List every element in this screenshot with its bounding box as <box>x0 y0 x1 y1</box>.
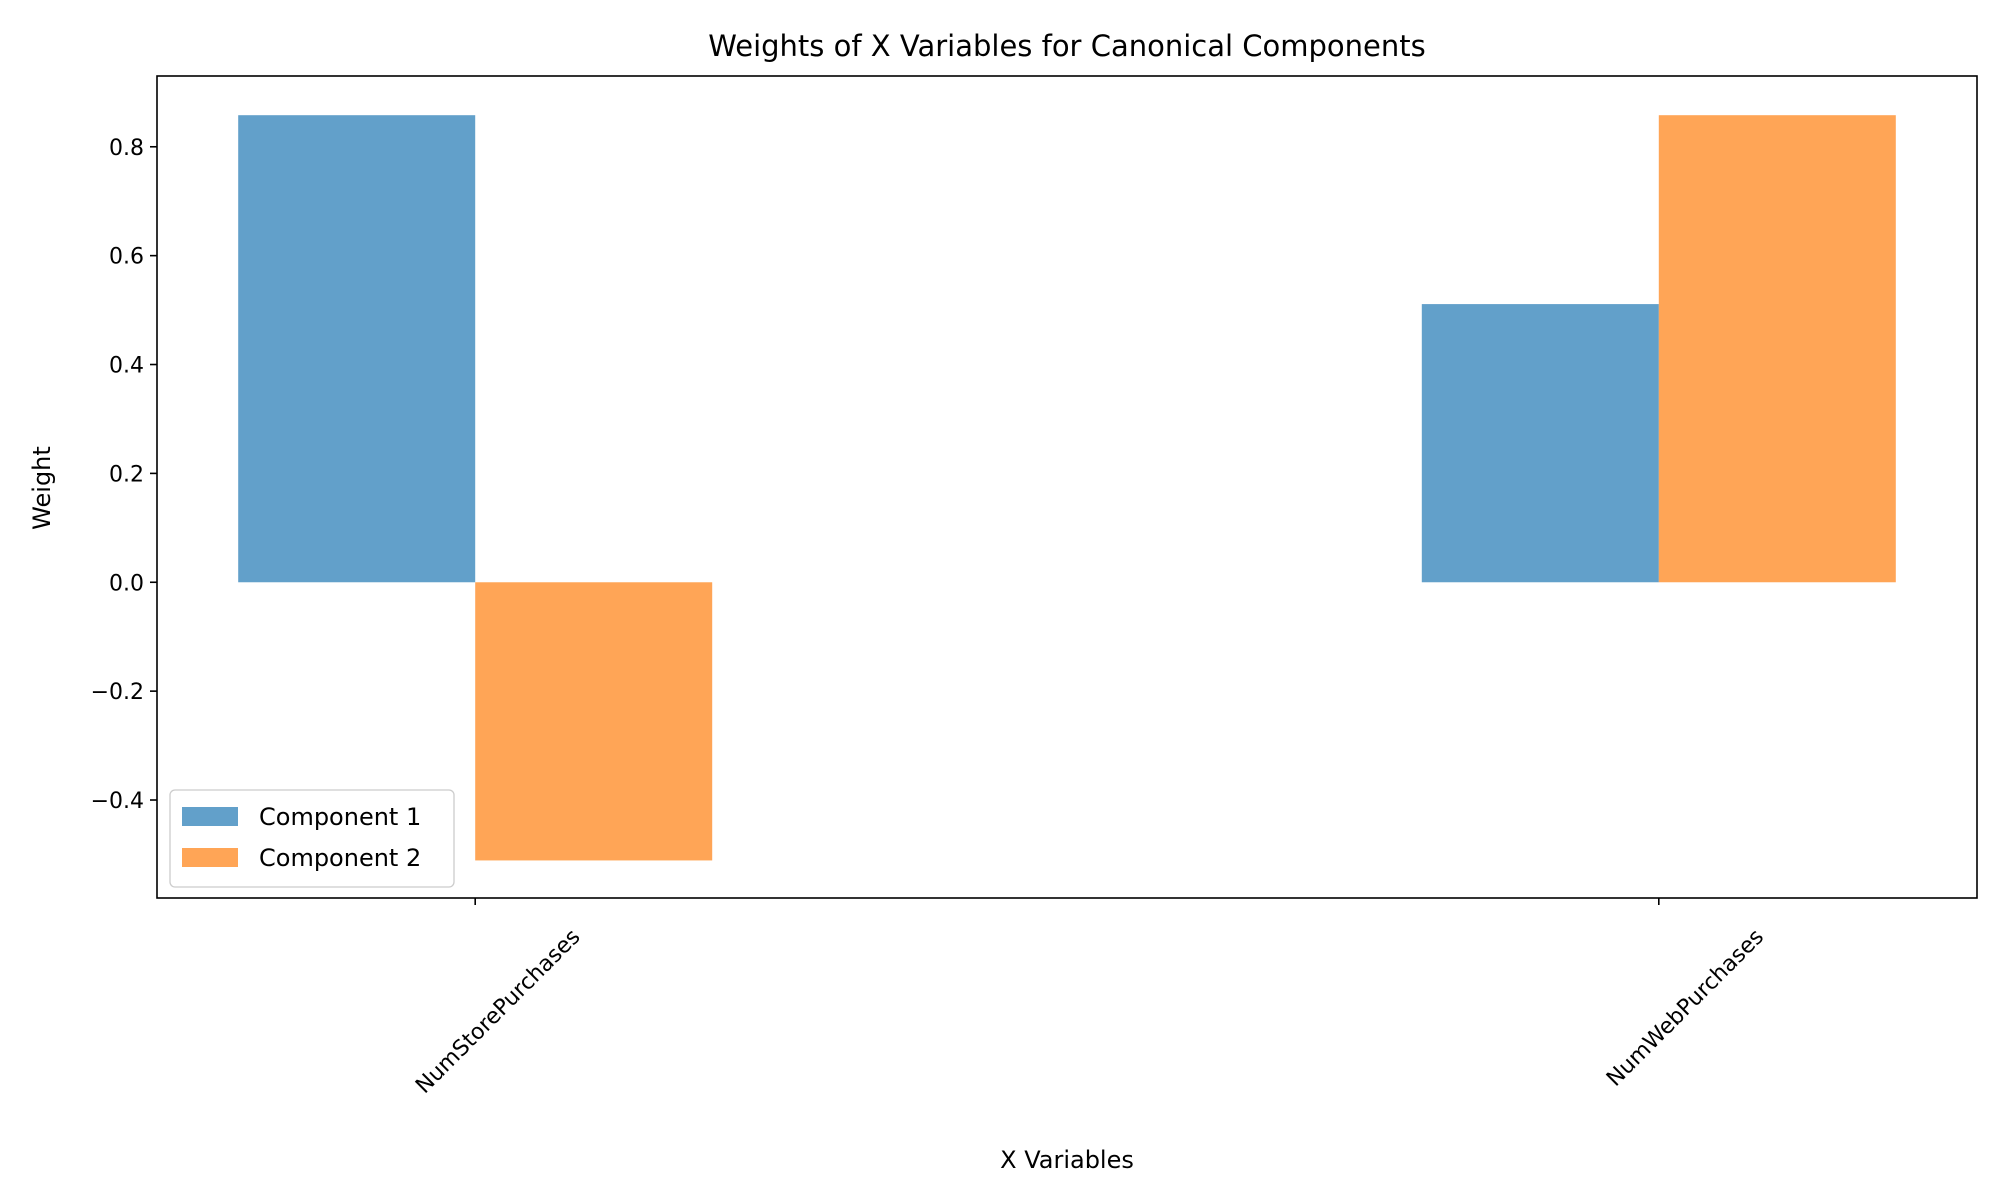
y-tick-label: 0.4 <box>109 354 144 379</box>
bar-1-numstorepurchases <box>238 115 476 583</box>
y-tick-label: −0.4 <box>91 789 144 814</box>
y-tick-label: 0.6 <box>109 245 144 270</box>
legend-swatch <box>182 848 238 867</box>
y-tick-label: −0.2 <box>91 680 144 705</box>
y-axis-label: Weight <box>28 446 56 530</box>
y-tick-label: 0.2 <box>109 462 144 487</box>
legend: Component 1 Component 2 <box>169 789 455 888</box>
y-tick-label: 0.8 <box>109 136 144 161</box>
legend-label: Component 1 <box>259 803 421 831</box>
y-tick-label: 0.0 <box>109 571 144 596</box>
bar-2-numwebpurchases <box>1658 115 1896 583</box>
bar-2-numstorepurchases <box>475 582 713 861</box>
bar-1-numwebpurchases <box>1421 304 1659 583</box>
plot-frame <box>156 75 1978 899</box>
legend-swatch <box>182 807 238 826</box>
chart-title: Weights of X Variables for Canonical Com… <box>708 29 1426 63</box>
legend-label: Component 2 <box>259 844 421 872</box>
y-axis: −0.4 −0.2 0.0 0.2 0.4 0.6 0.8 <box>91 136 157 814</box>
bars-group <box>238 115 1896 861</box>
legend-box <box>169 789 455 888</box>
x-axis-label: X Variables <box>1000 1146 1134 1174</box>
